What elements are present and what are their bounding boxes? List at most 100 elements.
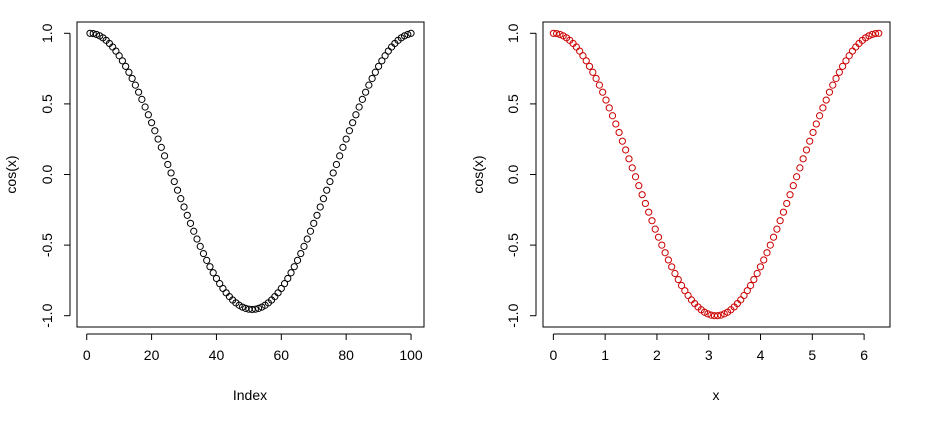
data-point: [753, 269, 761, 278]
data-point: [329, 169, 337, 177]
data-point: [651, 225, 659, 233]
data-point: [368, 74, 376, 83]
y-tick-label: 1.0: [505, 23, 521, 43]
data-point: [319, 195, 328, 203]
data-point: [760, 256, 768, 264]
data-point: [297, 249, 305, 258]
data-point: [144, 111, 152, 119]
data-point: [251, 305, 259, 313]
data-point: [799, 155, 807, 163]
data-point: [306, 227, 315, 235]
data-point: [848, 47, 857, 55]
data-point: [638, 191, 646, 199]
data-point: [293, 256, 302, 264]
data-point: [222, 289, 230, 297]
data-point: [599, 88, 607, 96]
data-point: [339, 143, 347, 151]
data-point: [355, 103, 363, 111]
data-point: [160, 152, 169, 160]
data-point: [631, 173, 640, 181]
data-point: [766, 241, 774, 249]
data-point: [336, 152, 344, 160]
data-point: [115, 52, 123, 60]
y-tick-label: -1.0: [39, 303, 55, 327]
data-point: [746, 281, 755, 290]
x-axis-title: Index: [233, 387, 267, 403]
data-point: [668, 263, 676, 271]
data-point: [173, 186, 182, 194]
x-tick-label: 40: [209, 347, 225, 363]
data-point: [138, 95, 146, 103]
data-point: [164, 160, 172, 169]
data-point: [209, 269, 217, 277]
data-point: [585, 62, 594, 70]
data-point: [796, 164, 804, 172]
y-tick-label: 1.0: [39, 23, 55, 43]
data-point: [776, 217, 784, 225]
data-point: [825, 88, 834, 96]
data-point: [122, 62, 130, 70]
data-point: [684, 291, 692, 300]
data-point: [345, 127, 354, 135]
x-tick-label: 100: [399, 347, 423, 363]
data-point: [618, 137, 626, 145]
data-point: [553, 29, 561, 38]
x-tick-label: 1: [601, 347, 609, 363]
data-point: [835, 68, 843, 76]
data-point: [779, 208, 788, 216]
data-point: [704, 310, 712, 318]
y-tick-label: 0.0: [505, 165, 521, 185]
x-tick-label: 0: [549, 347, 557, 363]
data-point: [717, 311, 725, 319]
data-point: [589, 68, 597, 76]
data-point: [556, 30, 564, 39]
data-point: [654, 233, 663, 241]
data-point: [576, 47, 584, 55]
data-point: [648, 217, 656, 225]
data-point: [845, 52, 853, 60]
x-tick-label: 0: [83, 347, 91, 363]
y-tick-label: 0.5: [39, 94, 55, 114]
data-point: [819, 104, 827, 112]
data-point: [274, 289, 282, 297]
data-point: [342, 135, 350, 143]
x-tick-label: 60: [274, 347, 290, 363]
data-point: [212, 274, 221, 283]
data-point: [816, 112, 824, 120]
data-point: [310, 219, 318, 227]
data-point: [193, 235, 201, 243]
data-point: [720, 310, 728, 318]
data-point: [812, 120, 820, 128]
data-point: [332, 160, 341, 169]
data-point: [737, 296, 745, 304]
x-tick-label: 5: [808, 347, 816, 363]
data-point: [635, 182, 643, 190]
data-point: [358, 95, 366, 103]
y-tick-label: 0.5: [505, 94, 521, 114]
data-point: [789, 182, 797, 190]
data-point: [802, 146, 811, 154]
data-point: [374, 62, 383, 70]
data-point: [664, 256, 672, 264]
y-tick-label: -0.5: [505, 233, 521, 257]
data-point: [177, 195, 185, 203]
right-plot-panel: 0 1 2 3 4 5 6 -1.0 -0.5 0.0 0.5 1.0 x cos(x): [470, 21, 891, 403]
data-point: [608, 112, 617, 120]
data-point: [384, 47, 392, 55]
data-point: [622, 146, 630, 154]
data-point: [809, 128, 817, 137]
data-point: [141, 103, 149, 111]
data-point: [147, 119, 156, 127]
data-point: [661, 249, 669, 257]
plot-frame: [542, 21, 891, 328]
data-point: [582, 57, 590, 65]
y-axis-title: cos(x): [470, 155, 486, 193]
data-point: [284, 274, 292, 283]
data-point: [290, 263, 298, 271]
data-point: [199, 249, 208, 258]
data-point: [740, 291, 748, 300]
data-point: [186, 219, 195, 227]
data-point: [625, 155, 633, 163]
data-point: [128, 74, 136, 83]
data-point: [806, 137, 814, 145]
